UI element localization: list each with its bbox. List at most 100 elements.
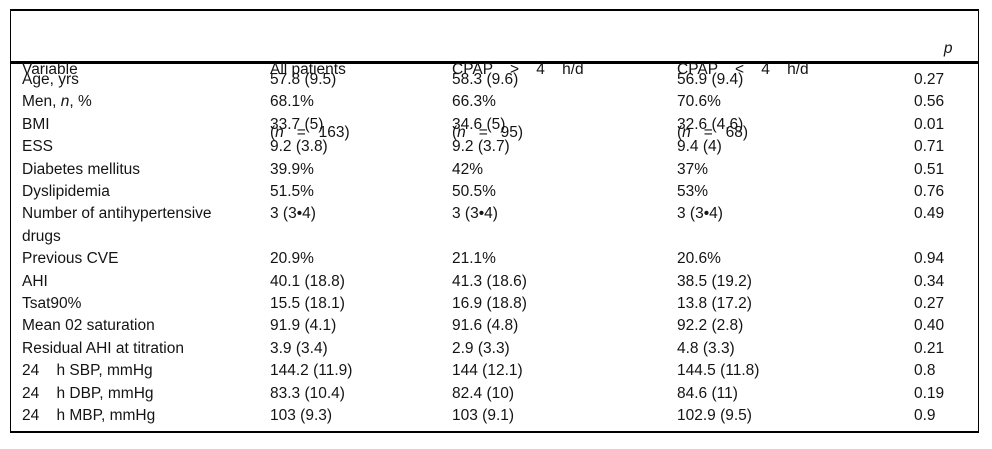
cell-cpap-lt4h: 3 (3•4) bbox=[677, 205, 723, 223]
table-header-row: Variable All patients (n = 163) CPAP > 4… bbox=[11, 11, 978, 141]
row-previous-cve: Previous CVE 20.9% 21.1% 20.6% 0.94 bbox=[22, 248, 978, 270]
paren: ( bbox=[452, 124, 458, 141]
cell-cpap-lt4h: 13.8 (17.2) bbox=[677, 295, 752, 313]
cell-all-patients: 144.2 (11.9) bbox=[270, 362, 353, 380]
cell-cpap-lt4h: 70.6% bbox=[677, 93, 721, 111]
header-label: All patients bbox=[270, 61, 346, 78]
cell-p-value: 0.49 bbox=[914, 205, 945, 223]
cell-all-patients: 9.2 (3.8) bbox=[270, 138, 328, 156]
n-count: = 68) bbox=[690, 124, 749, 141]
row-diabetes-mellitus: Diabetes mellitus 39.9% 42% 37% 0.51 bbox=[22, 159, 978, 181]
cell-all-patients: 91.9 (4.1) bbox=[270, 317, 337, 335]
cell-variable: Number of antihypertensive drugs bbox=[22, 205, 212, 245]
column-header-cpap-gt4h: CPAP > 4 h/d (n = 95) bbox=[452, 17, 677, 185]
cell-p-value: 0.9 bbox=[914, 407, 936, 425]
cell-variable: Dyslipidemia bbox=[22, 183, 110, 201]
cell-cpap-gt4h: 42% bbox=[452, 160, 484, 178]
cell-variable: Age, yrs bbox=[22, 71, 79, 88]
cell-all-patients: 20.9% bbox=[270, 250, 314, 268]
header-sample-size: (n = 163) bbox=[270, 122, 452, 143]
cell-cpap-lt4h: 9.4 (4) bbox=[677, 138, 722, 156]
cell-variable: Tsat90% bbox=[22, 295, 82, 313]
cell-p-value: 0.76 bbox=[914, 183, 945, 201]
patient-characteristics-table: Variable All patients (n = 163) CPAP > 4… bbox=[10, 9, 979, 433]
cell-cpap-lt4h: 20.6% bbox=[677, 250, 721, 268]
row-age-yrs: Age, yrs 57.8 (9.5) 58.3 (9.6) 56.9 (9.4… bbox=[22, 69, 978, 91]
cell-cpap-lt4h: 4.8 (3.3) bbox=[677, 339, 735, 357]
cell-variable: Diabetes mellitus bbox=[22, 160, 141, 178]
row-24h-sbp: 24 h SBP, mmHg 144.2 (11.9) 144 (12.1) 1… bbox=[22, 360, 978, 382]
column-header-all-patients: All patients (n = 163) bbox=[270, 17, 452, 185]
column-header-p: p bbox=[914, 17, 978, 80]
cell-variable: 24 h MBP, mmHg bbox=[22, 407, 156, 425]
column-header-variable: Variable bbox=[22, 17, 270, 122]
cell-all-patients: 33.7 (5) bbox=[270, 115, 324, 133]
row-residual-ahi: Residual AHI at titration 3.9 (3.4) 2.9 … bbox=[22, 338, 978, 360]
cell-variable: Men, n, % bbox=[22, 93, 92, 111]
cell-cpap-gt4h: 50.5% bbox=[452, 183, 496, 201]
cell-cpap-lt4h: 53% bbox=[677, 183, 709, 201]
row-tsat90: Tsat90% 15.5 (18.1) 16.9 (18.8) 13.8 (17… bbox=[22, 293, 978, 315]
header-label: Variable bbox=[22, 61, 78, 78]
paren: ( bbox=[270, 124, 276, 141]
header-label: CPAP < 4 h/d bbox=[677, 61, 809, 78]
cell-p-value: 0.71 bbox=[914, 138, 945, 156]
row-men: Men, n, % 68.1% 66.3% 70.6% 0.56 bbox=[22, 91, 978, 113]
cell-cpap-gt4h: 144 (12.1) bbox=[452, 362, 523, 380]
row-mean-o2-saturation: Mean 02 saturation 91.9 (4.1) 91.6 (4.8)… bbox=[22, 315, 978, 337]
cell-cpap-lt4h: 56.9 (9.4) bbox=[677, 71, 744, 88]
cell-cpap-gt4h: 16.9 (18.8) bbox=[452, 295, 527, 313]
cell-p-value: 0.21 bbox=[914, 339, 945, 357]
cell-cpap-gt4h: 41.3 (18.6) bbox=[452, 272, 527, 290]
cell-all-patients: 57.8 (9.5) bbox=[270, 71, 337, 88]
cell-all-patients: 103 (9.3) bbox=[270, 407, 333, 425]
cell-p-value: 0.27 bbox=[914, 71, 945, 88]
cell-cpap-gt4h: 58.3 (9.6) bbox=[452, 71, 519, 88]
cell-p-value: 0.40 bbox=[914, 317, 945, 335]
cell-cpap-lt4h: 144.5 (11.8) bbox=[677, 362, 760, 380]
row-24h-dbp: 24 h DBP, mmHg 83.3 (10.4) 82.4 (10) 84.… bbox=[22, 383, 978, 405]
cell-p-value: 0.94 bbox=[914, 250, 945, 268]
n-symbol: n bbox=[457, 124, 466, 141]
cell-all-patients: 68.1% bbox=[270, 93, 314, 111]
cell-variable: AHI bbox=[22, 272, 48, 290]
cell-cpap-gt4h: 103 (9.1) bbox=[452, 407, 515, 425]
paren: ( bbox=[677, 124, 683, 141]
cell-cpap-gt4h: 3 (3•4) bbox=[452, 205, 498, 223]
cell-p-value: 0.56 bbox=[914, 93, 945, 111]
row-ess: ESS 9.2 (3.8) 9.2 (3.7) 9.4 (4) 0.71 bbox=[22, 136, 978, 158]
row-bmi: BMI 33.7 (5) 34.6 (5) 32.6 (4.6) 0.01 bbox=[22, 114, 978, 136]
n-symbol: n bbox=[682, 124, 691, 141]
cell-variable: Residual AHI at titration bbox=[22, 339, 184, 357]
row-antihypertensive-drugs: Number of antihypertensive drugs 3 (3•4)… bbox=[22, 203, 978, 248]
cell-cpap-lt4h: 32.6 (4.6) bbox=[677, 115, 744, 133]
cell-cpap-lt4h: 37% bbox=[677, 160, 709, 178]
table-body: Age, yrs 57.8 (9.5) 58.3 (9.6) 56.9 (9.4… bbox=[11, 64, 978, 428]
cell-cpap-gt4h: 34.6 (5) bbox=[452, 115, 506, 133]
cell-p-value: 0.51 bbox=[914, 160, 945, 178]
column-header-cpap-lt4h: CPAP < 4 h/d (n = 68) bbox=[677, 17, 914, 185]
cell-all-patients: 40.1 (18.8) bbox=[270, 272, 345, 290]
cell-all-patients: 83.3 (10.4) bbox=[270, 384, 345, 402]
row-dyslipidemia: Dyslipidemia 51.5% 50.5% 53% 0.76 bbox=[22, 181, 978, 203]
cell-p-value: 0.8 bbox=[914, 362, 936, 380]
cell-p-value: 0.34 bbox=[914, 272, 945, 290]
n-count: = 95) bbox=[465, 124, 524, 141]
n-symbol: n bbox=[275, 124, 284, 141]
cell-variable: ESS bbox=[22, 138, 54, 156]
cell-cpap-gt4h: 91.6 (4.8) bbox=[452, 317, 519, 335]
cell-variable: BMI bbox=[22, 115, 50, 133]
cell-variable: 24 h DBP, mmHg bbox=[22, 384, 154, 402]
cell-all-patients: 15.5 (18.1) bbox=[270, 295, 345, 313]
header-sample-size: (n = 68) bbox=[677, 122, 914, 143]
header-label: CPAP > 4 h/d bbox=[452, 61, 584, 78]
cell-p-value: 0.19 bbox=[914, 384, 945, 402]
cell-variable: Mean 02 saturation bbox=[22, 317, 155, 335]
cell-cpap-gt4h: 9.2 (3.7) bbox=[452, 138, 510, 156]
cell-variable: Previous CVE bbox=[22, 250, 119, 268]
row-24h-mbp: 24 h MBP, mmHg 103 (9.3) 103 (9.1) 102.9… bbox=[22, 405, 978, 427]
cell-all-patients: 51.5% bbox=[270, 183, 314, 201]
row-ahi: AHI 40.1 (18.8) 41.3 (18.6) 38.5 (19.2) … bbox=[22, 271, 978, 293]
cell-cpap-gt4h: 66.3% bbox=[452, 93, 496, 111]
header-sample-size: (n = 95) bbox=[452, 122, 677, 143]
